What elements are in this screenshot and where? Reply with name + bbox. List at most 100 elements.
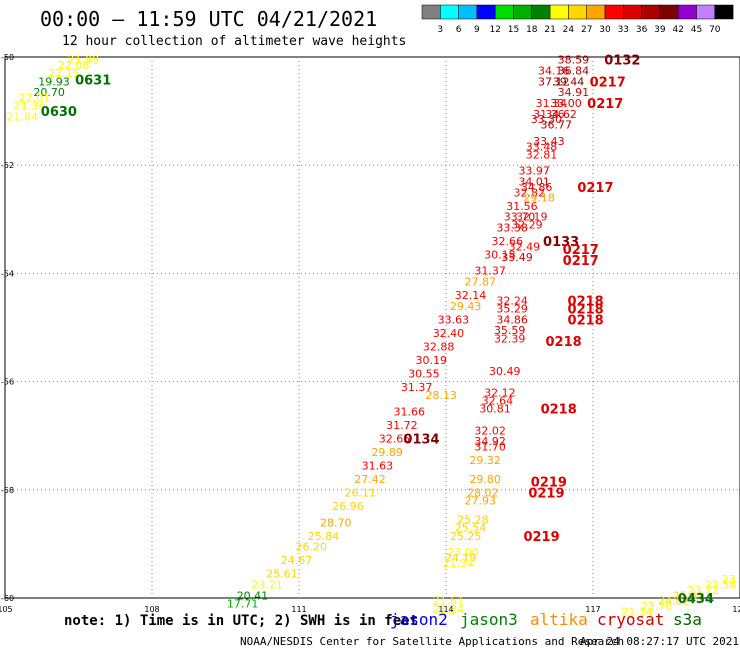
swh-label: 31.66 bbox=[394, 405, 426, 418]
swh-label: 29.89 bbox=[371, 446, 403, 459]
swh-label: 34.92 bbox=[474, 435, 506, 448]
swh-label: 32.02 bbox=[474, 424, 506, 437]
colorbar-tick-label: 45 bbox=[691, 25, 702, 35]
colorbar-tick-label: 33 bbox=[618, 25, 629, 35]
swh-label: 32.66 bbox=[492, 235, 524, 248]
swh-label: 23.58 bbox=[705, 578, 737, 591]
legend-jason3: jason3 bbox=[460, 610, 518, 629]
colorbar-swatch bbox=[458, 4, 478, 20]
swh-label: 28.02 bbox=[467, 487, 499, 500]
swh-label: 17.71 bbox=[227, 597, 259, 610]
swh-label: 30.55 bbox=[408, 367, 440, 380]
pass-time-label: 0217 bbox=[563, 243, 599, 258]
chart-title: 00:00 – 11:59 UTC 04/21/2021 bbox=[40, 7, 377, 31]
swh-label: 32.49 bbox=[509, 240, 541, 253]
swh-label: 34.16 bbox=[538, 65, 570, 78]
swh-label: 27.42 bbox=[354, 473, 386, 486]
colorbar-tick-label: 24 bbox=[563, 25, 575, 35]
colorbar-swatch bbox=[513, 4, 533, 20]
swh-label: 20.70 bbox=[33, 86, 65, 99]
swh-label: 21.34 bbox=[14, 100, 46, 113]
swh-label: 35.29 bbox=[496, 303, 528, 316]
y-tick-label: -56 bbox=[1, 378, 14, 387]
footer-note: note: 1) Time is in UTC; 2) SWH is in fe… bbox=[64, 613, 418, 629]
swh-label: 34.01 bbox=[518, 175, 550, 188]
colorbar-swatch bbox=[641, 4, 661, 20]
swh-label: 21.34 bbox=[433, 603, 465, 616]
pass-time-label: 0217 bbox=[590, 75, 626, 90]
colorbar-swatch bbox=[677, 4, 697, 20]
x-tick-label: 111 bbox=[291, 605, 306, 614]
swh-label: 25.61 bbox=[266, 568, 298, 581]
swh-label: 23.58 bbox=[722, 573, 740, 586]
colorbar-swatch bbox=[714, 4, 734, 20]
pass-time-label: 0134 bbox=[403, 432, 439, 447]
colorbar-tick-label: 15 bbox=[508, 25, 519, 35]
swh-label: 26.96 bbox=[332, 500, 364, 513]
swh-label: 34.86 bbox=[496, 313, 528, 326]
colorbar-swatch bbox=[476, 4, 496, 20]
swh-label: 33.63 bbox=[438, 313, 470, 326]
swh-label: 33.00 bbox=[550, 97, 582, 110]
swh-label: 23.72 bbox=[688, 584, 720, 597]
swh-label: 36.77 bbox=[541, 119, 573, 132]
colorbar-swatch bbox=[531, 4, 551, 20]
swh-label: 33.43 bbox=[533, 135, 565, 148]
colorbar-swatch bbox=[421, 4, 441, 20]
swh-label: 31.63 bbox=[362, 459, 394, 472]
swh-label: 39.44 bbox=[553, 75, 585, 88]
swh-label: 19.93 bbox=[38, 75, 70, 88]
swh-label: 30.18 bbox=[484, 248, 516, 261]
swh-label: 23.00 bbox=[447, 546, 479, 559]
pass-time-label: 0218 bbox=[546, 335, 582, 350]
colorbar-tick-label: 12 bbox=[489, 25, 500, 35]
legend-jason2: jason2 bbox=[390, 610, 448, 629]
swh-label: 25.28 bbox=[457, 514, 489, 527]
colorbar-swatch bbox=[659, 4, 679, 20]
swh-label: 27.93 bbox=[465, 495, 497, 508]
swh-label: 34.91 bbox=[558, 86, 590, 99]
swh-label: 32.81 bbox=[526, 148, 558, 161]
colorbar-swatch bbox=[586, 4, 606, 20]
pass-time-label: 0218 bbox=[568, 313, 604, 328]
swh-label: 30.19 bbox=[416, 354, 448, 367]
pass-time-label: 0219 bbox=[523, 530, 559, 545]
swh-label: 29.18 bbox=[523, 192, 555, 205]
swh-label: 33.70 bbox=[504, 211, 536, 224]
swh-label: 24.67 bbox=[281, 554, 313, 567]
footer-timestamp: Apr 24 08:27:17 UTC 2021 bbox=[580, 635, 739, 648]
pass-time-label: 0630 bbox=[41, 105, 77, 120]
swh-label: 33.38 bbox=[496, 221, 528, 234]
swh-label: 34.86 bbox=[521, 181, 553, 194]
swh-label: 31.56 bbox=[506, 200, 538, 213]
pass-time-label: 0631 bbox=[75, 74, 111, 89]
y-tick-label: -60 bbox=[1, 594, 14, 603]
swh-label: 21.84 bbox=[6, 111, 38, 124]
swh-label: 38.59 bbox=[558, 54, 590, 67]
pass-time-label: 0434 bbox=[678, 592, 714, 607]
swh-label: 32.39 bbox=[494, 332, 526, 345]
swh-label: 28.13 bbox=[425, 389, 457, 402]
footer-credit: NOAA/NESDIS Center for Satellite Applica… bbox=[240, 635, 624, 648]
pass-time-label: 0217 bbox=[563, 254, 599, 269]
pass-time-label: 0219 bbox=[531, 476, 567, 491]
swh-label: 22.06 bbox=[58, 59, 90, 72]
colorbar-tick-label: 39 bbox=[654, 25, 666, 35]
swh-label: 33.49 bbox=[501, 251, 533, 264]
swh-label: 25.54 bbox=[455, 522, 487, 535]
swh-label: 32.12 bbox=[484, 386, 516, 399]
swh-label: 22.01 bbox=[19, 92, 51, 105]
legend-s3a: s3a bbox=[673, 610, 702, 629]
x-tick-label: 117 bbox=[585, 605, 600, 614]
swh-label: 21.98 bbox=[68, 54, 100, 67]
y-tick-label: -54 bbox=[1, 269, 14, 278]
colorbar-tick-label: 18 bbox=[526, 25, 538, 35]
swh-label: 34.62 bbox=[545, 108, 577, 121]
pass-time-label: 0133 bbox=[543, 235, 579, 250]
time-labels: 0631063001320217021702170133021702170218… bbox=[41, 54, 714, 607]
swh-label: 33.48 bbox=[526, 140, 558, 153]
colorbar-tick-label: 9 bbox=[474, 25, 480, 35]
swh-label: 24.19 bbox=[445, 551, 477, 564]
pass-time-label: 0132 bbox=[604, 54, 640, 69]
swh-label: 32.65 bbox=[379, 432, 411, 445]
